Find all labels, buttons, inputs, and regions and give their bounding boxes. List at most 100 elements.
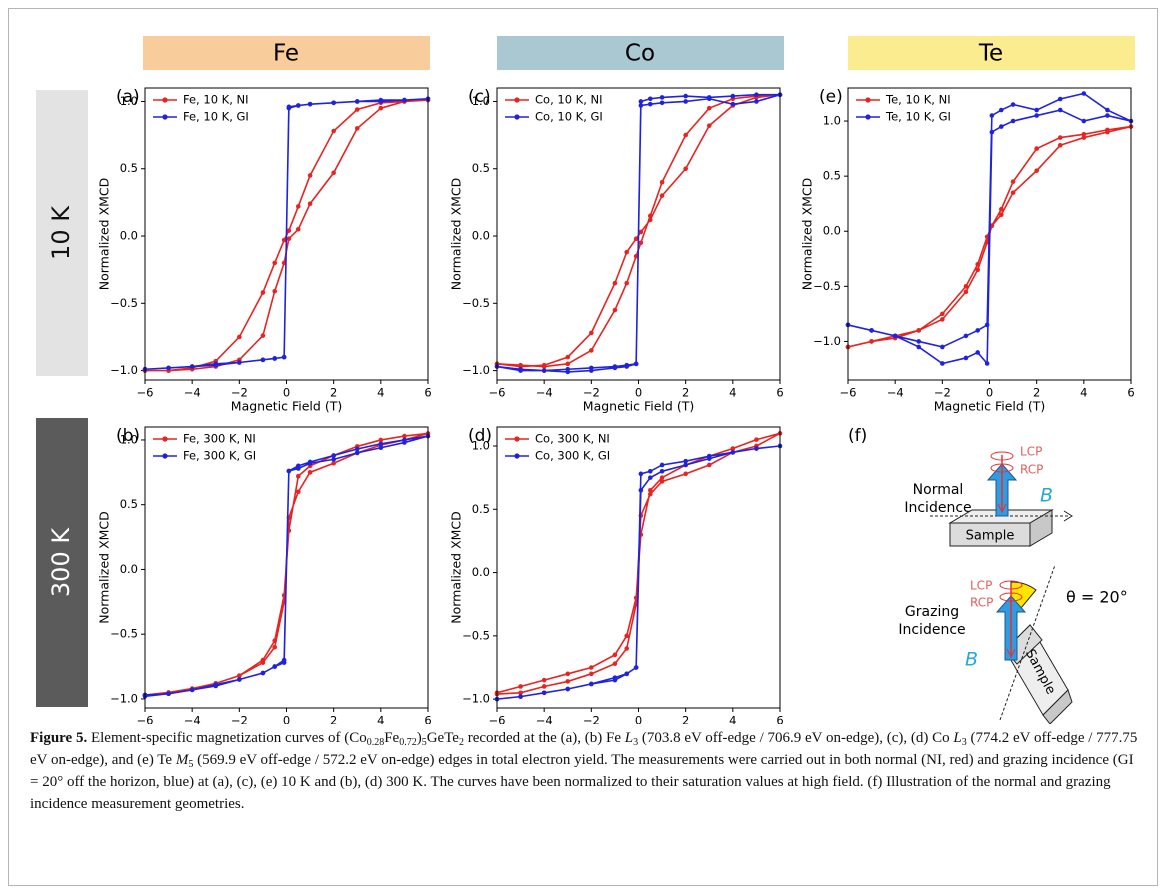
x-tick-label: 4	[1080, 386, 1087, 400]
legend-marker	[865, 114, 871, 120]
y-tick-label: −1.0	[813, 334, 841, 348]
data-point	[295, 489, 301, 495]
data-point	[683, 471, 688, 477]
data-point	[331, 453, 336, 458]
y-tick-label: 1.0	[120, 432, 138, 446]
x-tick-label: −4	[184, 386, 201, 400]
data-point	[565, 679, 571, 684]
data-point	[659, 193, 665, 198]
diagram-label: Grazing	[905, 604, 959, 620]
y-tick-label: 1.0	[823, 114, 841, 128]
data-point	[402, 97, 407, 103]
data-point	[989, 113, 995, 118]
data-point	[963, 284, 969, 289]
x-tick-label: −4	[536, 714, 553, 725]
caption-sub: 0.72	[399, 737, 417, 748]
data-point	[518, 684, 523, 689]
series-line	[144, 435, 429, 698]
data-point	[612, 652, 618, 658]
data-point	[730, 101, 736, 107]
data-point	[647, 475, 653, 480]
polarization	[990, 463, 1014, 473]
data-point	[541, 690, 547, 696]
data-point	[998, 206, 1004, 212]
x-tick-label: 6	[424, 714, 431, 725]
data-point	[706, 462, 712, 468]
data-point	[612, 365, 618, 371]
data-point	[998, 107, 1004, 113]
data-point	[237, 673, 242, 678]
caption-sub: 2	[458, 737, 464, 748]
data-point	[1057, 135, 1063, 140]
data-point	[354, 450, 360, 456]
panel-label: (c)	[468, 87, 491, 107]
data-point	[402, 433, 407, 439]
y-tick-label: 0.0	[823, 224, 841, 238]
data-point	[541, 684, 547, 689]
data-point	[612, 661, 618, 666]
data-point	[984, 322, 990, 328]
x-tick-label: 4	[729, 386, 736, 400]
plot-frame	[144, 87, 429, 381]
data-point	[260, 290, 266, 295]
caption-sub: 3	[633, 737, 639, 748]
column-header-label: Fe	[273, 41, 299, 67]
data-point	[1081, 135, 1087, 140]
polarization	[990, 451, 1014, 461]
x-tick-label: 6	[776, 386, 783, 400]
data-point	[331, 100, 336, 106]
data-point	[659, 462, 665, 468]
y-tick-label: −1.0	[462, 692, 490, 706]
y-tick-label: −0.5	[110, 296, 138, 310]
legend-label: Fe, 10 K, GI	[183, 110, 249, 124]
x-axis-label: Magnetic Field (T)	[934, 399, 1045, 414]
diagram-label: Incidence	[904, 500, 971, 516]
data-point	[295, 473, 301, 479]
y-tick-label: 0.5	[120, 161, 138, 175]
data-point	[518, 690, 523, 696]
field-label: B	[1040, 485, 1053, 507]
y-tick-label: −0.5	[813, 279, 841, 293]
column-header-label: Co	[625, 41, 655, 67]
data-point	[272, 260, 278, 266]
data-point	[1057, 107, 1063, 113]
y-axis-label: Normalized XMCD	[97, 178, 112, 291]
y-tick-label: 1.0	[120, 94, 138, 108]
column-header	[143, 36, 430, 70]
x-tick-label: −6	[137, 386, 154, 400]
caption-sub: 5	[188, 759, 194, 770]
data-point	[998, 212, 1004, 218]
data-point	[589, 665, 594, 670]
data-point	[565, 686, 571, 692]
caption-text: (774.2 eV off-edge / 777.75 eV on-edge),…	[30, 730, 1138, 768]
data-point	[307, 470, 313, 475]
data-point	[940, 361, 945, 366]
column-header	[497, 36, 784, 70]
data-point	[1034, 107, 1039, 113]
data-point	[638, 103, 644, 108]
caption-italic: M	[175, 752, 189, 768]
data-point	[589, 671, 594, 677]
data-point	[638, 240, 644, 246]
row-header	[36, 418, 88, 707]
polarization	[999, 580, 1023, 590]
data-point	[659, 100, 665, 106]
data-point	[378, 99, 384, 104]
data-point	[295, 103, 301, 108]
y-tick-label: −0.5	[462, 296, 490, 310]
data-point	[331, 460, 336, 466]
data-point	[589, 368, 594, 373]
x-tick-label: 2	[330, 386, 337, 400]
data-point	[730, 450, 736, 455]
data-point	[633, 236, 639, 242]
column-header-label: Te	[978, 41, 1003, 67]
y-tick-label: −1.0	[110, 691, 138, 705]
data-point	[260, 670, 266, 676]
data-point	[237, 677, 242, 682]
data-point	[754, 99, 759, 104]
data-point	[378, 105, 384, 111]
data-point	[624, 633, 630, 639]
data-point	[975, 328, 981, 333]
series-line	[496, 93, 781, 373]
x-tick-label: −6	[489, 386, 506, 400]
